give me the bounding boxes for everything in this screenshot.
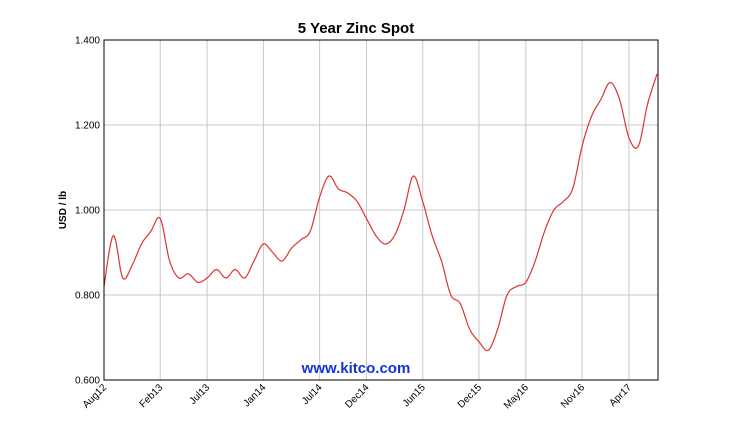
y-tick-label: 1.200 (75, 121, 100, 132)
x-tick-label: Apr17 (607, 382, 634, 409)
y-tick-label: 1.400 (75, 36, 100, 47)
plot-frame (103, 39, 659, 381)
x-tick-label: May16 (502, 382, 531, 411)
x-tick-label: Jan14 (241, 382, 268, 409)
x-tick-label: Dec15 (456, 382, 485, 411)
y-tick-labels: 0.600 0.800 1.000 1.200 1.400 (75, 36, 100, 387)
chart-title: 5 Year Zinc Spot (298, 20, 414, 37)
zinc-price-line (103, 73, 658, 352)
y-axis-label: USD / lb (58, 191, 69, 229)
x-tick-label: Jul14 (300, 382, 325, 407)
watermark-link[interactable]: www.kitco.com (301, 360, 411, 377)
x-tick-label: Jun15 (401, 382, 428, 409)
x-tick-label: Feb13 (138, 382, 166, 410)
x-tick-label: Jul13 (188, 382, 213, 407)
x-tick-label: Dec14 (343, 382, 372, 411)
y-tick-label: 0.800 (75, 291, 100, 302)
y-tick-label: 0.600 (75, 376, 100, 387)
y-tick-label: 1.000 (75, 206, 100, 217)
x-tick-label: Nov16 (559, 382, 588, 411)
x-tick-labels: Aug12 Feb13 Jul13 Jan14 Jul14 Dec14 Jun15 Dec15… (81, 382, 634, 411)
